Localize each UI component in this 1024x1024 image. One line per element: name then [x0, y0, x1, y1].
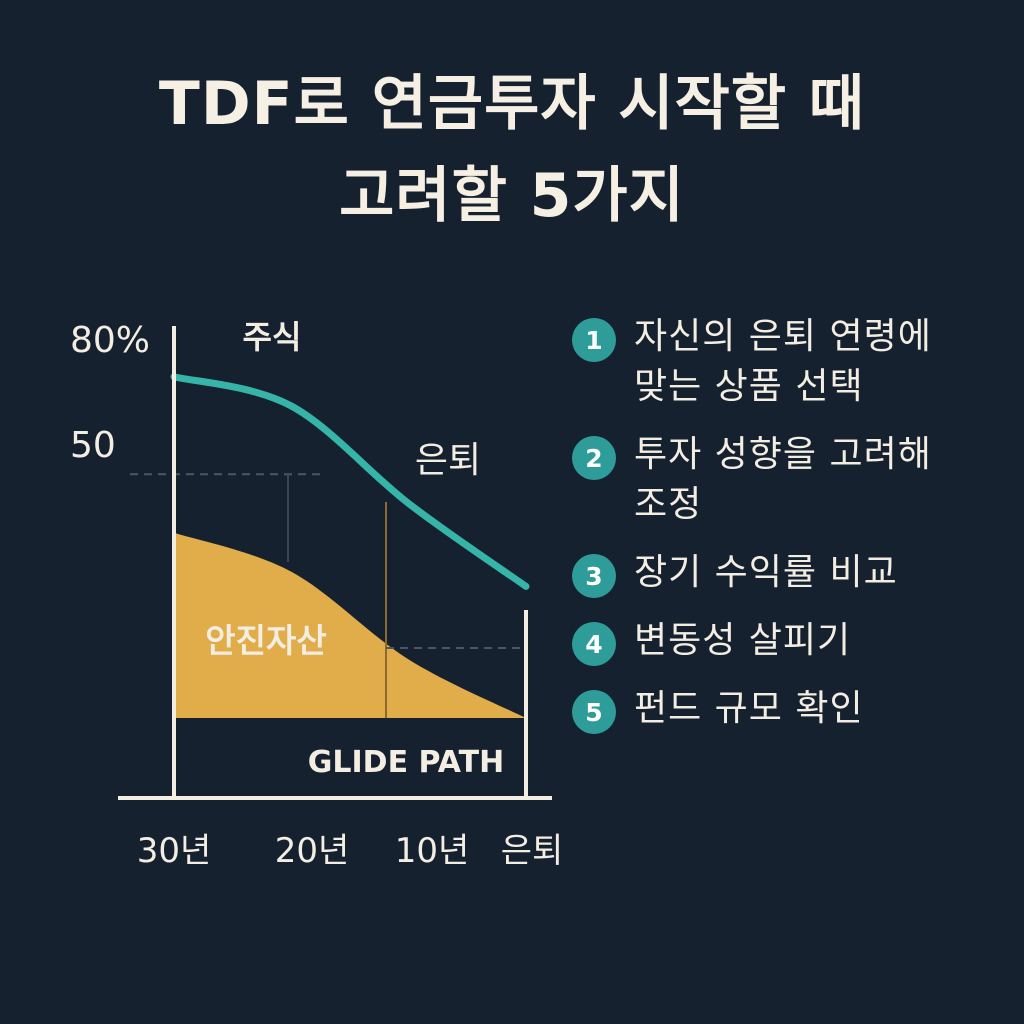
y-tick-label: 50 — [70, 425, 116, 466]
page-title: TDF로 연금투자 시작할 때 고려할 5가지 — [0, 58, 1024, 242]
list-item-line: 조정 — [634, 484, 703, 525]
list-item-label: 변동성 살피기 — [634, 616, 851, 666]
y-tick-label: 80% — [70, 320, 150, 361]
number-badge: 5 — [572, 690, 616, 734]
safe-asset-area — [174, 532, 526, 718]
list-item-line: 변동성 살피기 — [634, 620, 852, 661]
area-guide-lines — [385, 502, 526, 718]
number-badge: 4 — [572, 622, 616, 666]
x-tick-label: 30년 — [137, 831, 212, 871]
series-label-stock: 주식 — [243, 318, 302, 356]
x-tick-label: 20년 — [275, 831, 350, 871]
list-item: 4 변동성 살피기 — [572, 616, 1012, 666]
x-tick-label: 10년 — [395, 831, 470, 871]
list-item-line: 자신의 은퇴 연령에 — [634, 316, 932, 357]
list-item-line: 장기 수익률 비교 — [634, 552, 898, 593]
number-badge: 2 — [572, 436, 616, 480]
list-item-line: 펀드 규모 확인 — [634, 688, 864, 729]
chart-grid — [130, 473, 324, 562]
stock-series-line — [170, 373, 530, 590]
series-label-safe: 안진자산 — [205, 621, 326, 660]
x-tick-label: 은퇴 — [501, 831, 564, 871]
list-item: 3 장기 수익률 비교 — [572, 548, 1012, 598]
number-badge: 3 — [572, 554, 616, 598]
list-item-line: 맞는 상품 선택 — [634, 366, 864, 407]
list-item: 5 펀드 규모 확인 — [572, 684, 1012, 734]
retirement-label: 은퇴 — [415, 440, 481, 481]
number-badge: 1 — [572, 318, 616, 362]
title-line-1: TDF로 연금투자 시작할 때 — [158, 69, 866, 139]
glide-path-label: GLIDE PATH — [308, 745, 504, 780]
list-item-label: 펀드 규모 확인 — [634, 684, 864, 734]
list-item-line: 투자 성향을 고려해 — [634, 434, 932, 475]
list-item-label: 장기 수익률 비교 — [634, 548, 898, 598]
title-line-2: 고려할 5가지 — [339, 161, 685, 231]
